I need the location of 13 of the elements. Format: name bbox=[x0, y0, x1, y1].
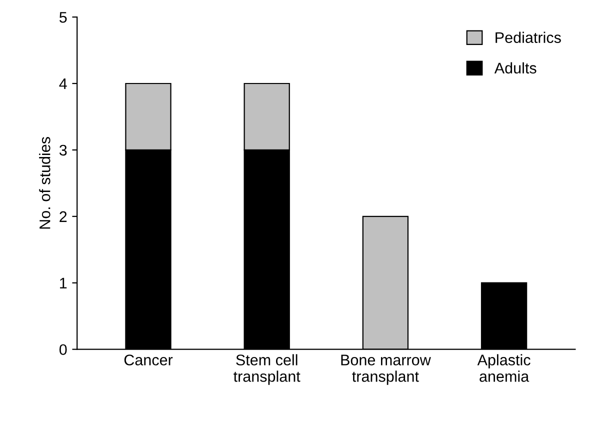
x-tick-label: Cancer bbox=[124, 354, 173, 366]
legend-label: Adults bbox=[494, 62, 536, 74]
x-tick-label: Aplastic anemia bbox=[477, 354, 530, 382]
legend-label: Pediatrics bbox=[496, 32, 561, 44]
y-tick-label: 1 bbox=[60, 278, 67, 288]
y-axis-title: No. of studies bbox=[39, 137, 50, 229]
y-tick-label: 2 bbox=[60, 211, 67, 222]
x-tick-label: Stem cell transplant bbox=[234, 354, 300, 385]
y-tick-label: 3 bbox=[59, 144, 67, 156]
y-tick-label: 4 bbox=[59, 78, 67, 90]
y-tick-label: 5 bbox=[59, 12, 67, 23]
y-tick-label: 0 bbox=[59, 344, 67, 356]
x-tick-label: Bone marrow transplant bbox=[341, 354, 431, 385]
